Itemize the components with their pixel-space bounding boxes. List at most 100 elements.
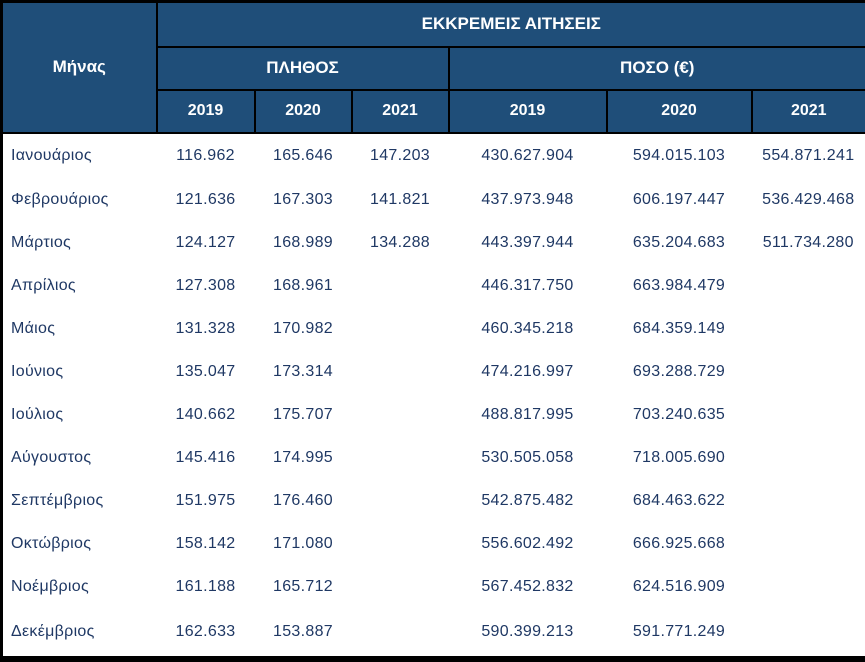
value-cell: 175.707 — [254, 393, 352, 437]
month-cell: Φεβρουάριος — [1, 177, 157, 222]
value-cell: 162.633 — [156, 608, 255, 659]
value-cell: 590.399.213 — [448, 608, 607, 659]
table-title: ΕΚΚΡΕΜΕΙΣ ΑΙΤΗΣΕΙΣ — [155, 0, 865, 48]
value-cell — [351, 436, 449, 480]
value-cell: 446.317.750 — [448, 264, 607, 308]
value-cell: 437.973.948 — [448, 177, 607, 222]
value-cell — [351, 565, 449, 609]
value-cell — [751, 350, 865, 394]
table-row: Νοέμβριος 161.188 165.712 567.452.832 624.51… — [1, 565, 865, 609]
value-cell — [351, 608, 449, 659]
month-column-header: Μήνας — [0, 0, 158, 134]
value-cell — [751, 522, 865, 566]
value-cell — [751, 307, 865, 351]
table-row: Δεκέμβριος 162.633 153.887 590.399.213 591.7… — [1, 608, 865, 659]
value-cell: 606.197.447 — [606, 177, 752, 222]
month-cell: Οκτώβριος — [1, 522, 157, 566]
value-cell — [351, 522, 449, 566]
count-year-2020-header: 2020 — [253, 88, 353, 134]
month-cell: Δεκέμβριος — [1, 608, 157, 659]
value-cell: 567.452.832 — [448, 565, 607, 609]
value-cell: 134.288 — [351, 221, 449, 265]
value-cell: 624.516.909 — [606, 565, 752, 609]
month-cell: Ιούνιος — [1, 350, 157, 394]
value-cell — [751, 264, 865, 308]
value-cell: 147.203 — [351, 132, 449, 178]
value-cell: 145.416 — [156, 436, 255, 480]
value-cell: 703.240.635 — [606, 393, 752, 437]
count-year-2019-header: 2019 — [155, 88, 256, 134]
table-row: Μάιος 131.328 170.982 460.345.218 684.359.14… — [1, 307, 865, 351]
value-cell: 460.345.218 — [448, 307, 607, 351]
value-cell: 161.188 — [156, 565, 255, 609]
value-cell: 135.047 — [156, 350, 255, 394]
value-cell: 591.771.249 — [606, 608, 752, 659]
value-cell — [751, 393, 865, 437]
value-cell: 174.995 — [254, 436, 352, 480]
month-cell: Μάρτιος — [1, 221, 157, 265]
value-cell: 430.627.904 — [448, 132, 607, 178]
value-cell: 168.961 — [254, 264, 352, 308]
table-row: Σεπτέμβριος 151.975 176.460 542.875.482 684.… — [1, 479, 865, 523]
table-row: Απρίλιος 127.308 168.961 446.317.750 663.984… — [1, 264, 865, 308]
value-cell: 170.982 — [254, 307, 352, 351]
value-cell — [351, 479, 449, 523]
value-cell: 165.646 — [254, 132, 352, 178]
table-body: Ιανουάριος 116.962 165.646 147.203 430.627.9… — [1, 132, 865, 659]
month-cell: Ιούλιος — [1, 393, 157, 437]
value-cell — [351, 307, 449, 351]
count-year-2021-header: 2021 — [350, 88, 450, 134]
value-cell: 167.303 — [254, 177, 352, 222]
value-cell: 530.505.058 — [448, 436, 607, 480]
value-cell: 171.080 — [254, 522, 352, 566]
value-cell: 663.984.479 — [606, 264, 752, 308]
value-cell: 124.127 — [156, 221, 255, 265]
value-cell: 131.328 — [156, 307, 255, 351]
month-cell: Μάιος — [1, 307, 157, 351]
value-cell — [751, 436, 865, 480]
table-row: Οκτώβριος 158.142 171.080 556.602.492 666.92… — [1, 522, 865, 566]
month-cell: Νοέμβριος — [1, 565, 157, 609]
value-cell: 116.962 — [156, 132, 255, 178]
table-row: Αύγουστος 145.416 174.995 530.505.058 718.00… — [1, 436, 865, 480]
value-cell: 554.871.241 — [751, 132, 865, 178]
month-cell: Απρίλιος — [1, 264, 157, 308]
amount-year-2021-header: 2021 — [750, 88, 865, 134]
amount-year-2019-header: 2019 — [447, 88, 608, 134]
value-cell: 666.925.668 — [606, 522, 752, 566]
value-cell: 594.015.103 — [606, 132, 752, 178]
value-cell: 474.216.997 — [448, 350, 607, 394]
value-cell: 127.308 — [156, 264, 255, 308]
amount-year-2020-header: 2020 — [605, 88, 753, 134]
table-row: Ιούνιος 135.047 173.314 474.216.997 693.288.… — [1, 350, 865, 394]
value-cell: 140.662 — [156, 393, 255, 437]
month-cell: Αύγουστος — [1, 436, 157, 480]
table-row: Ιανουάριος 116.962 165.646 147.203 430.627.9… — [1, 132, 865, 178]
value-cell — [351, 264, 449, 308]
value-cell: 536.429.468 — [751, 177, 865, 222]
value-cell: 173.314 — [254, 350, 352, 394]
value-cell: 153.887 — [254, 608, 352, 659]
count-group-header: ΠΛΗΘΟΣ — [155, 45, 450, 91]
value-cell: 635.204.683 — [606, 221, 752, 265]
value-cell: 168.989 — [254, 221, 352, 265]
table-header: Μήνας ΕΚΚΡΕΜΕΙΣ ΑΙΤΗΣΕΙΣ ΠΛΗΘΟΣ ΠΟΣΟ (€)… — [0, 0, 865, 134]
value-cell: 511.734.280 — [751, 221, 865, 265]
value-cell: 165.712 — [254, 565, 352, 609]
month-cell: Σεπτέμβριος — [1, 479, 157, 523]
month-cell: Ιανουάριος — [1, 132, 157, 178]
value-cell: 121.636 — [156, 177, 255, 222]
value-cell — [751, 608, 865, 659]
value-cell: 151.975 — [156, 479, 255, 523]
value-cell — [751, 565, 865, 609]
value-cell: 488.817.995 — [448, 393, 607, 437]
table-row: Ιούλιος 140.662 175.707 488.817.995 703.240.… — [1, 393, 865, 437]
value-cell — [351, 393, 449, 437]
value-cell: 443.397.944 — [448, 221, 607, 265]
value-cell: 684.463.622 — [606, 479, 752, 523]
amount-group-header: ΠΟΣΟ (€) — [447, 45, 865, 91]
value-cell: 556.602.492 — [448, 522, 607, 566]
value-cell: 684.359.149 — [606, 307, 752, 351]
